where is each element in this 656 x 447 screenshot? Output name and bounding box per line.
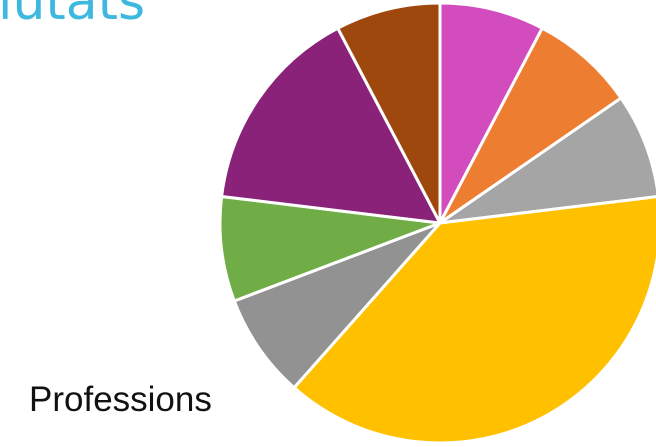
pie-slice-1: [438, 1, 544, 225]
pie-slice-8: [336, 1, 442, 225]
pie-slice-4: [292, 195, 656, 445]
pie-slice-5: [232, 221, 442, 390]
pie-slice-2: [438, 26, 623, 225]
chart-title: iutats: [0, 0, 146, 32]
pie-slice-7: [220, 26, 442, 225]
chart-label: Professions: [29, 380, 212, 419]
pie-slice-6: [218, 194, 442, 303]
pie-slice-3: [438, 96, 656, 225]
